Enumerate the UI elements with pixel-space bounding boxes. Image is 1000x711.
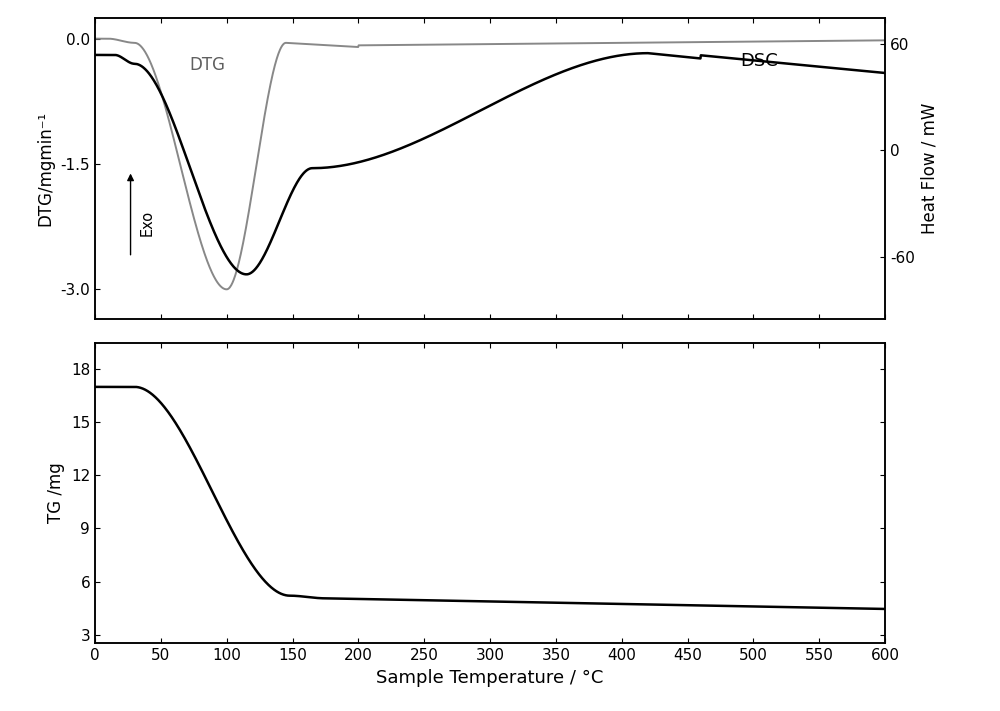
- Text: DTG: DTG: [190, 56, 226, 75]
- Text: DSC: DSC: [740, 52, 778, 70]
- Y-axis label: DTG/mgmin⁻¹: DTG/mgmin⁻¹: [37, 111, 55, 225]
- Y-axis label: Heat Flow / mW: Heat Flow / mW: [920, 102, 938, 234]
- X-axis label: Sample Temperature / °C: Sample Temperature / °C: [376, 669, 604, 687]
- Y-axis label: TG /mg: TG /mg: [47, 463, 65, 523]
- Text: Exo: Exo: [140, 210, 155, 235]
